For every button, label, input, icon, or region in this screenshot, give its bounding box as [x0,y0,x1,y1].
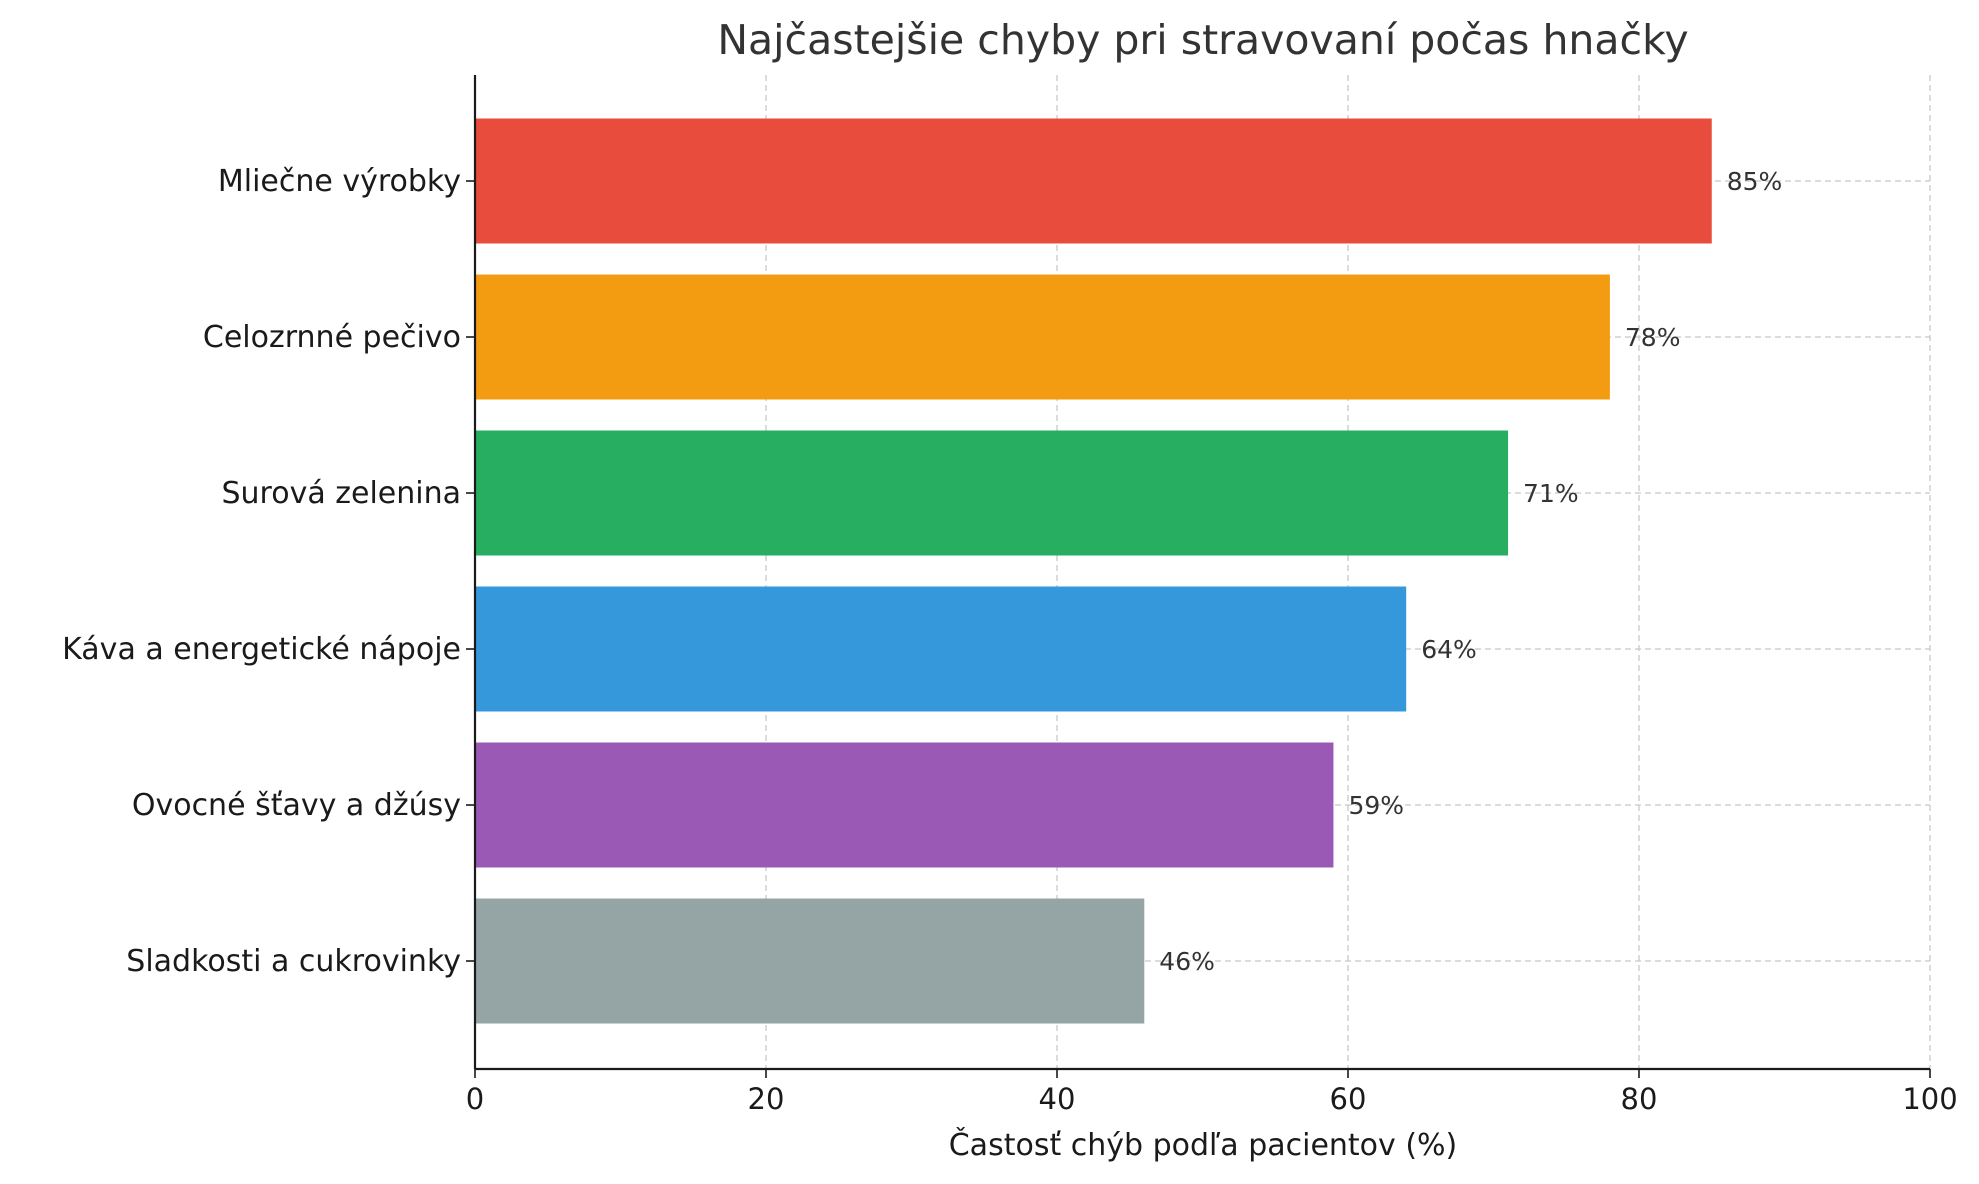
axes [466,75,1931,1078]
bars [475,118,1712,1024]
category-label: Káva a energetické nápoje [62,632,461,667]
category-label: Surová zelenina [221,476,461,511]
labels: 0 20 40 60 80 100 Mliečne výrobky Celozrnné peč… [62,164,1958,1116]
bar [475,274,1610,400]
value-label: 71% [1523,479,1579,508]
category-label: Mliečne výrobky [218,164,461,199]
x-tick-label: 80 [1621,1082,1658,1116]
category-label: Sladkosti a cukrovinky [126,944,461,979]
value-label: 78% [1625,323,1681,352]
value-label: 46% [1159,947,1215,976]
bar [475,742,1334,868]
bar [475,586,1407,712]
x-tick-label: 20 [748,1082,785,1116]
x-tick-label: 60 [1330,1082,1367,1116]
x-tick-label: 0 [466,1082,484,1116]
x-axis-label: Častosť chýb podľa pacientov (%) [949,1126,1458,1163]
value-label: 85% [1727,167,1783,196]
chart-title: Najčastejšie chyby pri stravovaní počas … [717,16,1688,64]
value-label: 59% [1348,791,1404,820]
x-tick-label: 100 [1902,1082,1957,1116]
category-label: Ovocné šťavy a džúsy [132,788,461,823]
category-label: Celozrnné pečivo [203,320,461,355]
bar [475,430,1509,556]
bar [475,898,1145,1024]
bar [475,118,1712,244]
x-tick-label: 40 [1039,1082,1076,1116]
value-label: 64% [1421,635,1477,664]
